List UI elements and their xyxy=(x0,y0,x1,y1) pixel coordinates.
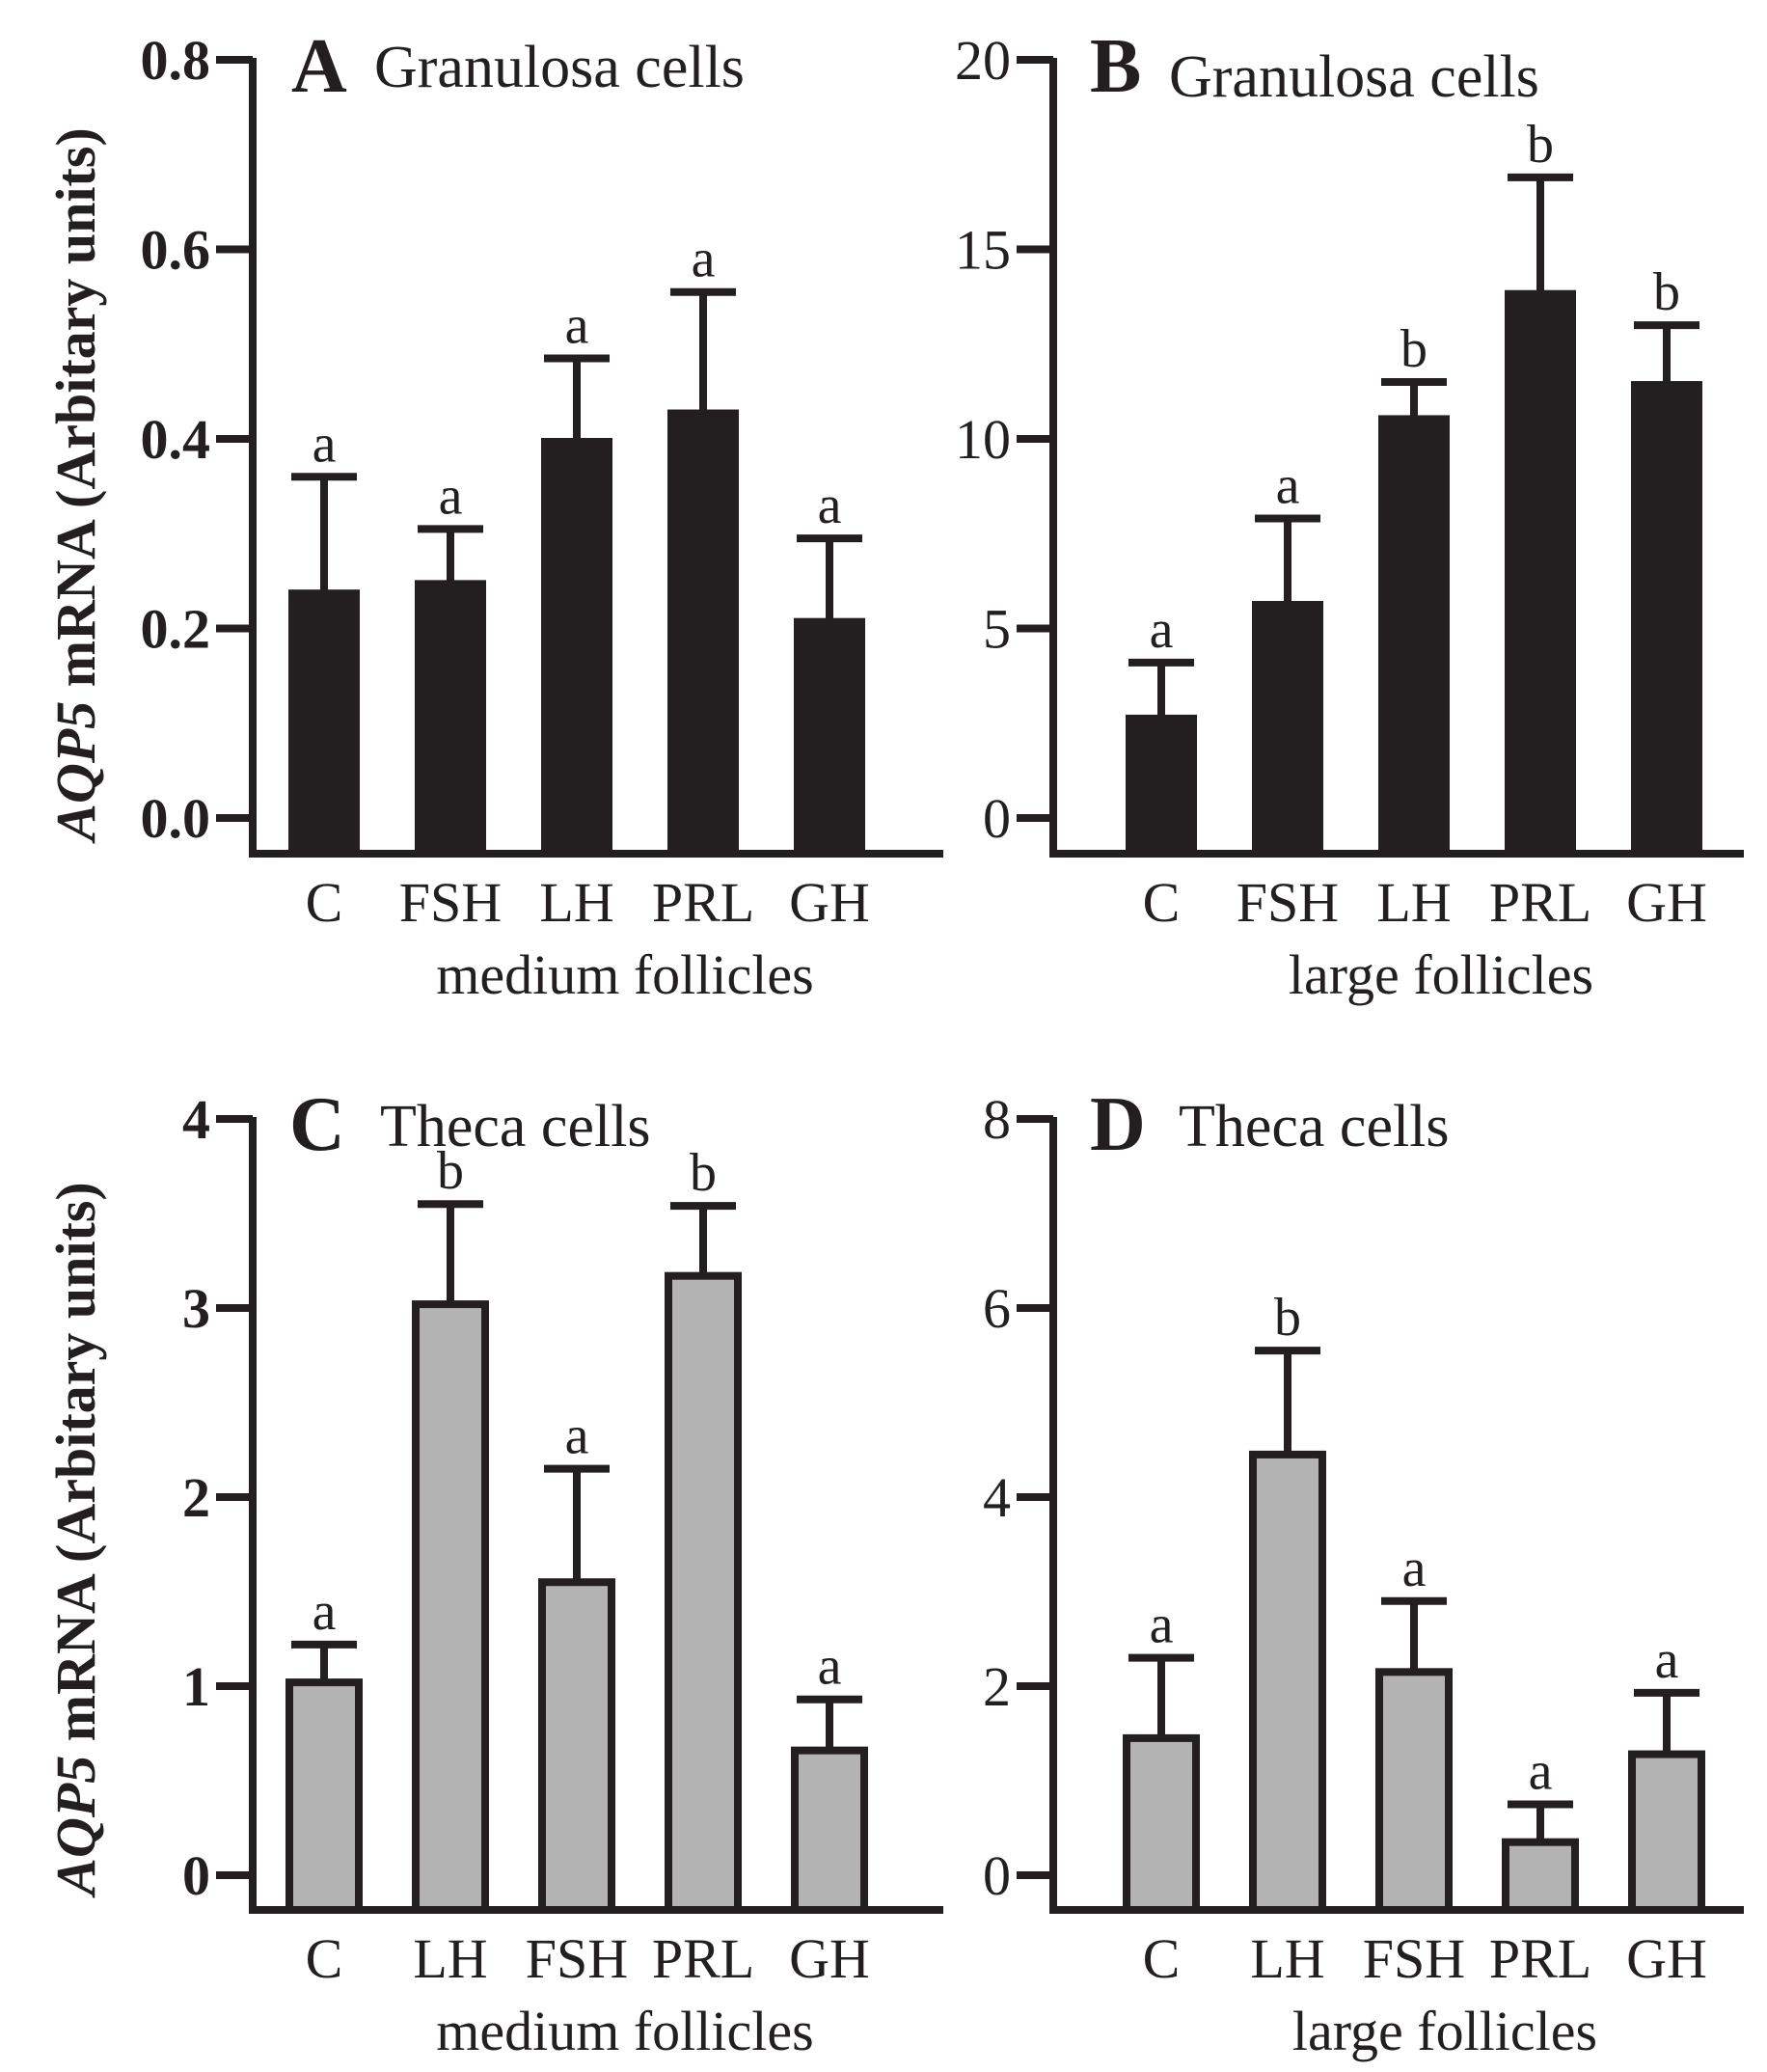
category-label: GH xyxy=(1626,1927,1707,1990)
y-tick-label: 0 xyxy=(983,787,1011,850)
panel-title: Granulosa cells xyxy=(374,35,745,100)
panel-title: Theca cells xyxy=(1179,1094,1450,1159)
bar xyxy=(412,1300,489,1914)
category-label: LH xyxy=(1250,1927,1324,1990)
category-label: GH xyxy=(789,1927,870,1990)
significance-label: a xyxy=(1150,600,1174,660)
x-axis-label: medium follicles xyxy=(436,943,813,1006)
significance-label: a xyxy=(818,1637,842,1697)
significance-label: a xyxy=(818,476,842,535)
y-tick-label: 4 xyxy=(182,1088,210,1151)
significance-label: a xyxy=(1402,1539,1427,1598)
significance-label: b xyxy=(1274,1288,1301,1348)
category-label: C xyxy=(1143,1927,1181,1990)
y-tick-label: 2 xyxy=(182,1466,210,1529)
category-label: PRL xyxy=(1489,1927,1591,1990)
bar xyxy=(1502,1838,1579,1914)
y-tick-label: 0.0 xyxy=(141,787,211,850)
significance-label: a xyxy=(313,414,337,474)
significance-label: a xyxy=(565,295,589,355)
category-label: LH xyxy=(1376,871,1451,934)
y-tick-label: 0 xyxy=(983,1844,1011,1907)
category-label: PRL xyxy=(1489,871,1591,934)
bar xyxy=(541,438,612,855)
bar xyxy=(665,1271,742,1915)
bar xyxy=(1505,289,1576,856)
significance-label: b xyxy=(437,1141,464,1201)
y-tick-label: 0.2 xyxy=(141,598,211,661)
bar xyxy=(791,1746,868,1915)
significance-label: b xyxy=(1527,115,1554,175)
category-label: C xyxy=(1143,871,1181,934)
category-label: FSH xyxy=(1237,871,1339,934)
panel-title: Granulosa cells xyxy=(1169,44,1539,110)
significance-label: a xyxy=(1150,1595,1174,1655)
significance-label: b xyxy=(1653,262,1680,322)
significance-label: a xyxy=(439,466,463,526)
bar xyxy=(1252,600,1323,855)
category-label: C xyxy=(306,1927,343,1990)
panel-letter: D xyxy=(1090,1082,1146,1167)
y-tick-label: 15 xyxy=(955,219,1011,282)
y-tick-label: 0.6 xyxy=(141,219,211,282)
panel-d: D Theca cells large follicles 0 2 4 6 8 a Cb LH… xyxy=(983,1082,1744,2062)
bar xyxy=(1375,1668,1453,1915)
bar xyxy=(285,1678,363,1914)
significance-label: a xyxy=(1655,1630,1679,1690)
y-tick-label: 10 xyxy=(955,408,1011,471)
category-label: LH xyxy=(539,871,613,934)
bar xyxy=(1249,1450,1326,1915)
y-tick-label: 20 xyxy=(955,29,1011,92)
category-label: PRL xyxy=(652,1927,754,1990)
category-label: GH xyxy=(789,871,870,934)
y-tick-label: 3 xyxy=(182,1277,210,1340)
y-tick-label: 4 xyxy=(983,1466,1011,1529)
bar xyxy=(794,617,865,855)
ylabel-top: AQP5 mRNA (Arbitary units) xyxy=(44,127,107,843)
bar xyxy=(415,580,486,855)
bar xyxy=(667,409,739,855)
category-label: FSH xyxy=(399,871,502,934)
significance-label: b xyxy=(1400,319,1427,379)
panel-title: Theca cells xyxy=(380,1094,651,1159)
x-axis-label: large follicles xyxy=(1292,2000,1597,2062)
significance-label: a xyxy=(565,1406,589,1466)
y-tick-label: 8 xyxy=(983,1088,1011,1151)
ylabel-bottom: AQP5 mRNA (Arbitary units) xyxy=(44,1182,107,1897)
bar xyxy=(1631,381,1702,855)
category-label: C xyxy=(306,871,343,934)
x-axis-label: medium follicles xyxy=(436,2000,813,2062)
category-label: GH xyxy=(1626,871,1707,934)
significance-label: b xyxy=(690,1143,717,1203)
category-label: FSH xyxy=(526,1927,628,1990)
significance-label: a xyxy=(692,230,716,289)
category-label: FSH xyxy=(1363,1927,1465,1990)
y-tick-label: 6 xyxy=(983,1277,1011,1340)
significance-label: a xyxy=(1276,456,1300,516)
significance-label: a xyxy=(313,1582,337,1642)
bar xyxy=(1123,1733,1200,1915)
bar xyxy=(538,1578,615,1914)
category-label: PRL xyxy=(652,871,754,934)
bar xyxy=(288,589,360,855)
panel-letter: B xyxy=(1090,24,1141,109)
y-tick-label: 0.8 xyxy=(141,29,211,92)
y-tick-label: 1 xyxy=(182,1655,210,1718)
panel-c: C Theca cells medium follicles 0 1 2 3 4 a Cb L… xyxy=(182,1082,943,2062)
category-label: LH xyxy=(413,1927,487,1990)
panel-a: A Granulosa cells medium follicles 0.0 0.… xyxy=(141,24,943,1006)
y-tick-label: 0.4 xyxy=(141,408,211,471)
bar xyxy=(1628,1750,1705,1915)
panel-b: B Granulosa cells large follicles 0 5 10 15… xyxy=(955,24,1744,1006)
significance-label: a xyxy=(1529,1742,1553,1802)
bar xyxy=(1378,415,1450,855)
y-tick-label: 5 xyxy=(983,598,1011,661)
y-tick-label: 0 xyxy=(182,1844,210,1907)
panel-letter: C xyxy=(289,1082,345,1167)
panel-letter: A xyxy=(291,24,347,109)
x-axis-label: large follicles xyxy=(1289,943,1593,1006)
y-tick-label: 2 xyxy=(983,1655,1011,1718)
bar xyxy=(1126,714,1197,856)
